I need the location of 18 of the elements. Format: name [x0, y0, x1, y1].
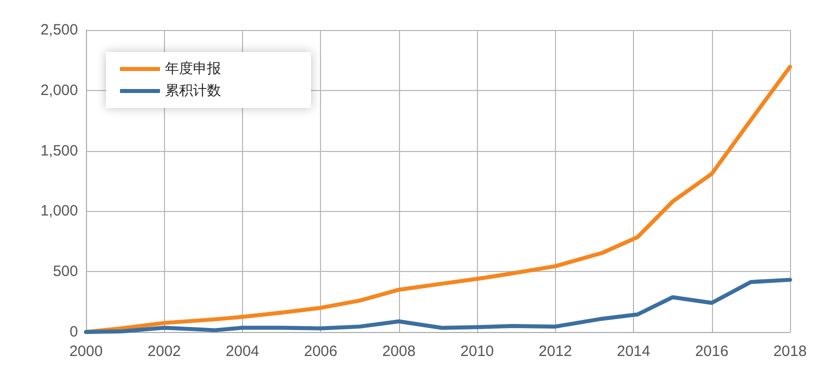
- legend-label: 累积计数: [165, 83, 221, 99]
- x-tick-label: 2008: [382, 343, 416, 360]
- x-tick-label: 2000: [69, 343, 103, 360]
- x-tick-label: 2014: [616, 343, 650, 360]
- x-tick-label: 2018: [773, 343, 807, 360]
- x-tick-label: 2006: [304, 343, 338, 360]
- x-tick-label: 2010: [460, 343, 494, 360]
- y-tick-label: 1,500: [40, 142, 78, 160]
- y-tick-label: 1,000: [40, 202, 78, 220]
- y-tick-label: 2,000: [40, 82, 78, 99]
- x-tick-label: 2004: [226, 343, 260, 360]
- legend-label: 年度申报: [165, 61, 221, 77]
- y-tick-label: 2,500: [40, 22, 78, 38]
- y-tick-label: 500: [52, 263, 78, 280]
- y-tick-label: 0: [70, 324, 78, 340]
- x-tick-label: 2012: [538, 343, 572, 360]
- x-tick-label: 2002: [148, 343, 181, 360]
- x-tick-label: 2016: [695, 343, 728, 360]
